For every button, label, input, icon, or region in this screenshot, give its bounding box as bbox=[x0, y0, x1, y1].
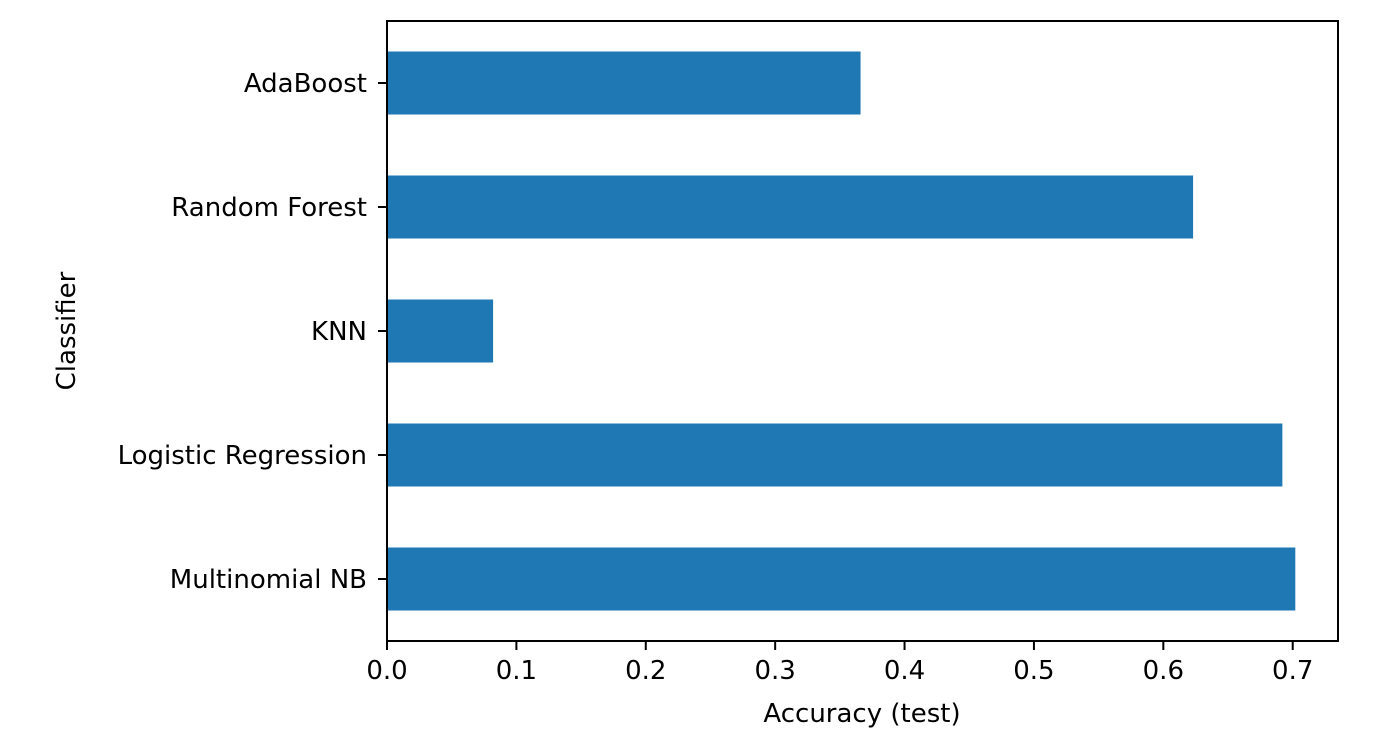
x-tick-label: 0.6 bbox=[1143, 656, 1184, 686]
x-ticks: 0.0 0.1 0.2 0.3 0.4 0.5 0.6 0.7 bbox=[366, 641, 1313, 686]
y-tick-label: Logistic Regression bbox=[118, 441, 367, 471]
y-tick-label: KNN bbox=[311, 317, 367, 347]
bar-random-forest bbox=[387, 175, 1194, 239]
x-tick-label: 0.4 bbox=[884, 656, 925, 686]
y-tick-label: Random Forest bbox=[171, 193, 367, 223]
x-tick-label: 0.5 bbox=[1013, 656, 1054, 686]
x-tick-label: 0.2 bbox=[625, 656, 666, 686]
bar-adaboost bbox=[387, 51, 861, 115]
bar-logistic-regression bbox=[387, 423, 1283, 487]
x-axis-label: Accuracy (test) bbox=[763, 699, 960, 729]
bar-knn bbox=[387, 299, 494, 363]
bar-multinomial-nb bbox=[387, 547, 1296, 611]
y-ticks: Multinomial NB Logistic Regression KNN Rand… bbox=[118, 69, 387, 595]
y-tick-label: Multinomial NB bbox=[170, 565, 367, 595]
y-axis-label: Classifier bbox=[52, 271, 82, 390]
x-tick-label: 0.1 bbox=[496, 656, 537, 686]
x-tick-label: 0.3 bbox=[754, 656, 795, 686]
y-tick-label: AdaBoost bbox=[244, 69, 367, 99]
x-tick-label: 0.7 bbox=[1272, 656, 1313, 686]
x-tick-label: 0.0 bbox=[366, 656, 407, 686]
bars-layer bbox=[387, 51, 1296, 611]
